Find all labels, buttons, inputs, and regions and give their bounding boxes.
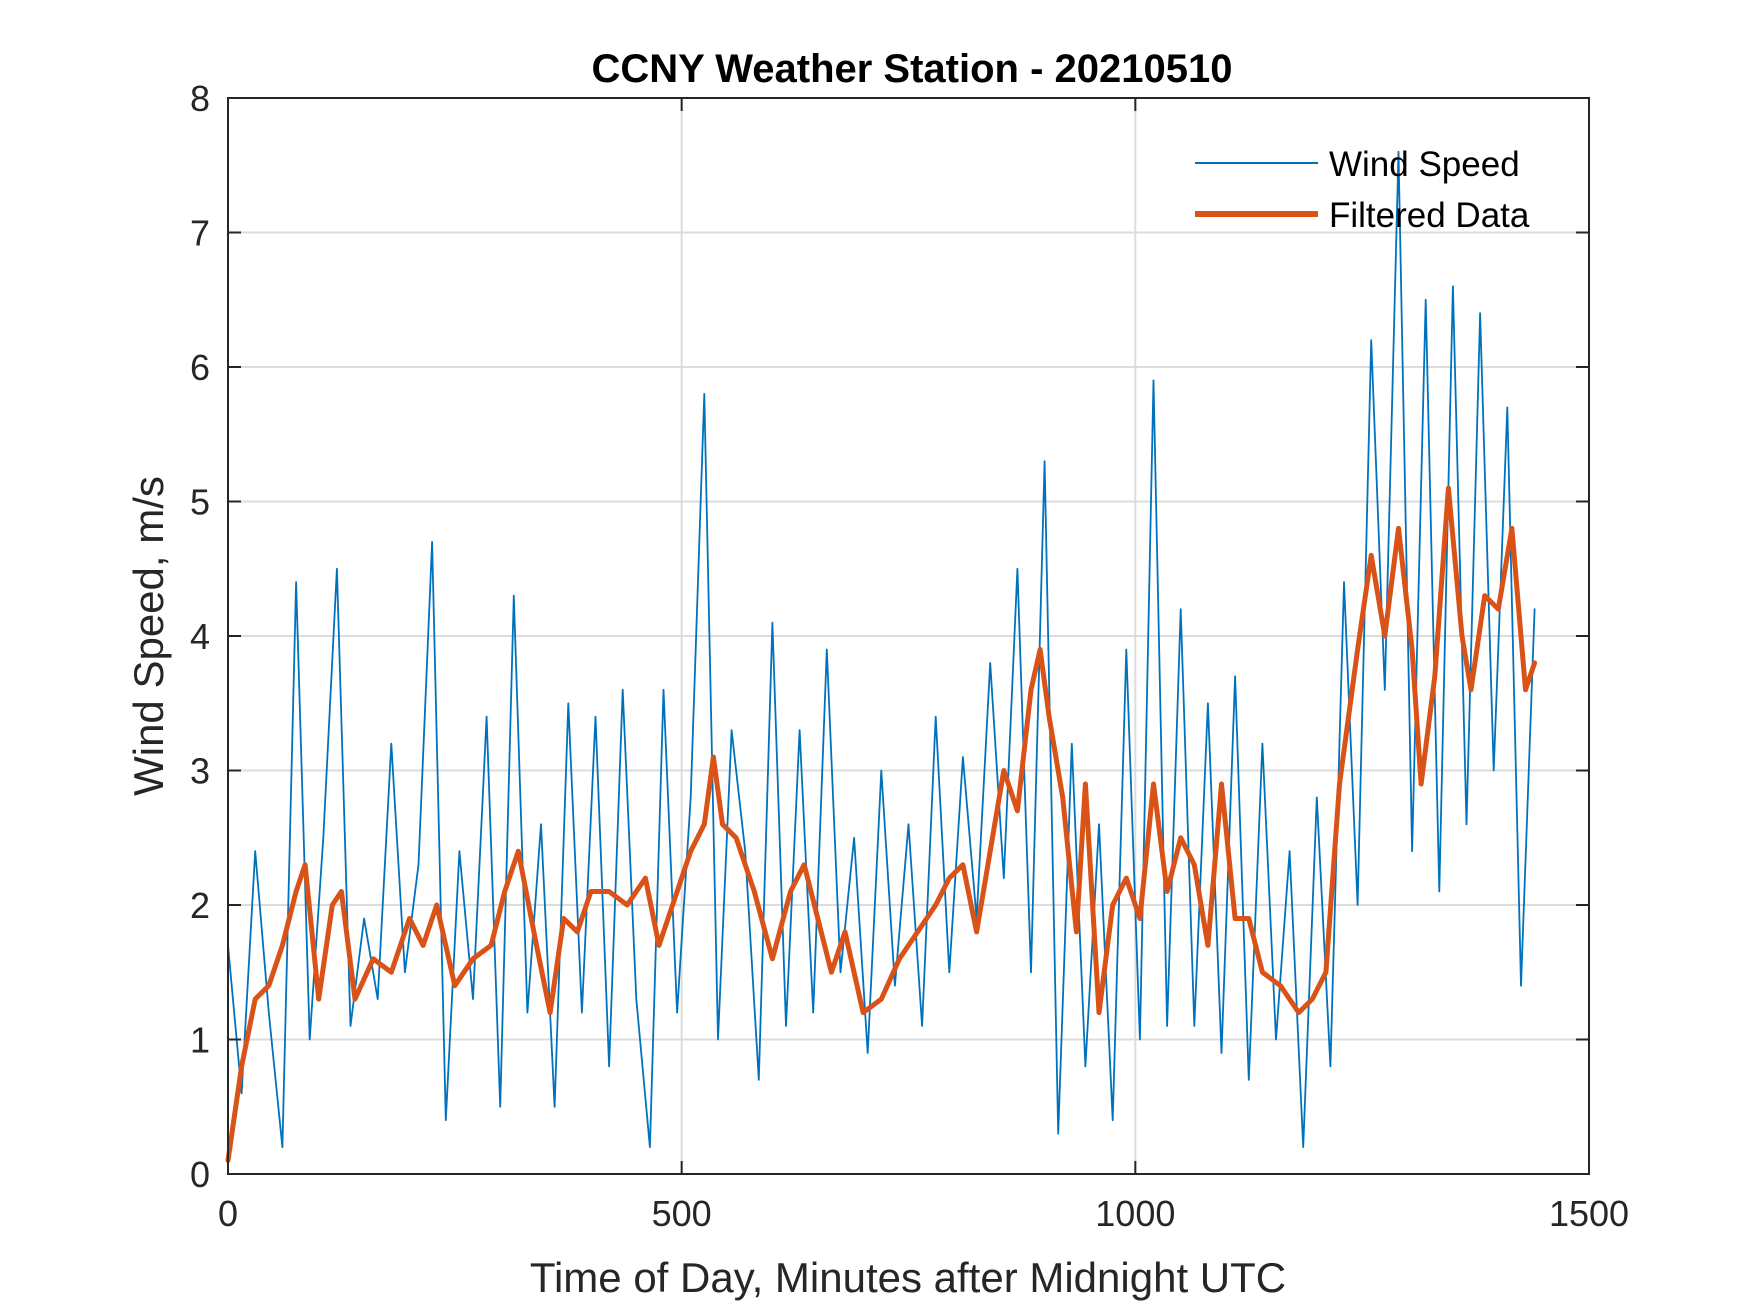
chart-title: CCNY Weather Station - 20210510: [592, 47, 1233, 91]
y-tick-label: 4: [190, 616, 210, 657]
y-axis-label: Wind Speed, m/s: [125, 476, 172, 796]
x-tick-label: 0: [218, 1193, 238, 1234]
filtered-data-series: [225, 485, 1538, 1163]
x-tick-label: 1500: [1549, 1193, 1629, 1234]
y-tick-label: 6: [190, 347, 210, 388]
y-tick-label: 3: [190, 751, 210, 792]
filtered-data-line: [225, 485, 1538, 1163]
y-tick-label: 8: [190, 78, 210, 119]
grid-lines: [228, 98, 1589, 1174]
x-tick-label: 500: [652, 1193, 712, 1234]
y-tick-label: 5: [190, 482, 210, 523]
y-tick-label: 7: [190, 213, 210, 254]
legend: Wind Speed Filtered Data: [1195, 145, 1530, 235]
wind-speed-line: [227, 150, 1536, 1148]
x-tick-label: 1000: [1095, 1193, 1175, 1234]
wind-speed-series: [227, 150, 1536, 1148]
axis-ticks: 0 1 2 3 4 5 6 7 8 0 500 1000 1500: [190, 78, 1629, 1234]
y-tick-label: 2: [190, 885, 210, 926]
x-axis-label: Time of Day, Minutes after Midnight UTC: [530, 1254, 1286, 1301]
y-tick-label: 0: [190, 1154, 210, 1195]
y-tick-label: 1: [190, 1020, 210, 1061]
legend-wind-speed-label: Wind Speed: [1329, 145, 1520, 184]
legend-filtered-data-label: Filtered Data: [1329, 196, 1530, 235]
